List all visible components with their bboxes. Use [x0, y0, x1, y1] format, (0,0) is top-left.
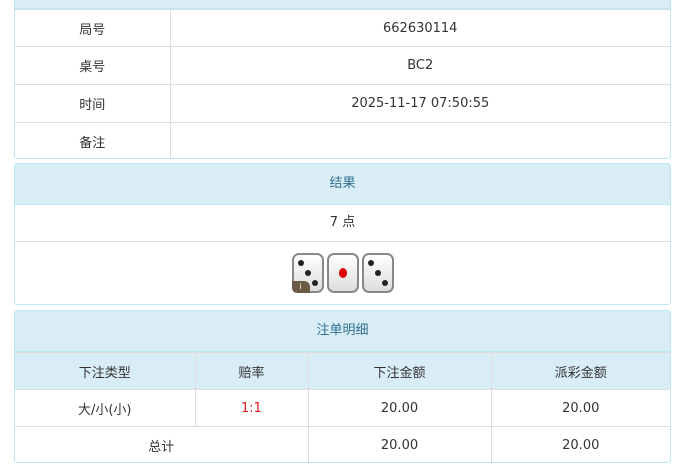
pip	[304, 270, 311, 276]
header-payout: 派彩金额	[490, 352, 670, 390]
time-value: 2025-11-17 07:50:55	[169, 84, 670, 123]
bet-table: 下注类型 赔率 下注金额 派彩金额 大/小(小) 1:1 20.00 20.00…	[15, 352, 670, 462]
total-row: 总计 20.00 20.00	[15, 426, 670, 462]
round-value: 662630114	[169, 9, 670, 47]
header-bet-amount: 下注金额	[307, 352, 492, 390]
pip	[367, 259, 374, 266]
header-bet-type: 下注类型	[15, 352, 196, 390]
bet-details-panel: 注单明细 下注类型 赔率 下注金额 派彩金额 大/小(小) 1:1 20.00 …	[14, 310, 671, 463]
payout: 20.00	[490, 389, 670, 427]
die-3-icon: i	[291, 253, 324, 293]
info-row-time: 时间 2025-11-17 07:50:55	[15, 84, 670, 123]
pip	[381, 280, 388, 287]
result-title: 结果	[15, 164, 670, 205]
info-row-note: 备注	[15, 122, 670, 158]
bet-amount: 20.00	[307, 389, 492, 427]
bet-header-row: 下注类型 赔率 下注金额 派彩金额	[15, 352, 670, 390]
header-odds: 赔率	[194, 352, 309, 390]
die-3-icon	[361, 253, 394, 293]
table-value: BC2	[169, 46, 670, 85]
info-panel: 局号 662630114 桌号 BC2 时间 2025-11-17 07:50:55 …	[14, 0, 671, 159]
info-table: 局号 662630114 桌号 BC2 时间 2025-11-17 07:50:55 …	[15, 9, 670, 158]
pip	[338, 268, 347, 278]
pip	[297, 259, 304, 266]
round-label: 局号	[15, 9, 171, 47]
time-label: 时间	[15, 84, 171, 123]
total-payout: 20.00	[490, 426, 670, 462]
odds: 1:1	[194, 389, 309, 427]
bet-type: 大/小(小)	[15, 389, 196, 427]
info-row-table: 桌号 BC2	[15, 46, 670, 85]
info-icon[interactable]: i	[291, 281, 310, 293]
pip	[311, 280, 318, 287]
die-1-icon	[326, 253, 359, 293]
result-panel: 结果 7 点 i	[14, 163, 671, 305]
result-points: 7 点	[15, 205, 670, 242]
note-value	[169, 122, 670, 158]
bet-details-title: 注单明细	[15, 311, 670, 352]
pip	[374, 270, 381, 276]
info-row-round: 局号 662630114	[15, 9, 670, 47]
dice-group: i	[291, 253, 394, 293]
table-label: 桌号	[15, 46, 171, 85]
total-label: 总计	[15, 426, 309, 462]
note-label: 备注	[15, 122, 171, 158]
total-amount: 20.00	[307, 426, 492, 462]
table-row: 大/小(小) 1:1 20.00 20.00	[15, 389, 670, 427]
